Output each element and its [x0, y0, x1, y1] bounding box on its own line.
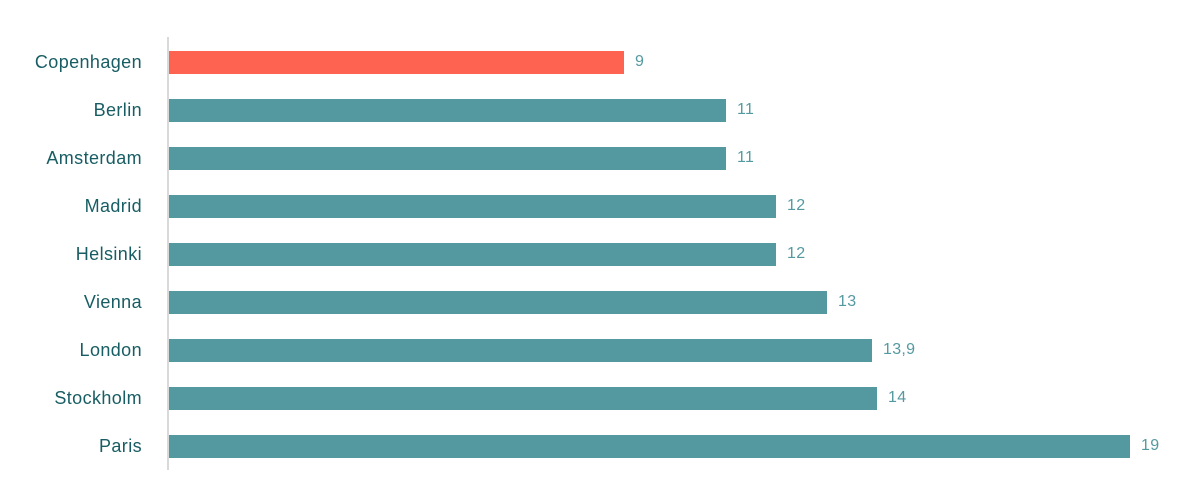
bar-area: 14	[155, 374, 1200, 422]
bar-area: 11	[155, 134, 1200, 182]
bar-area: 9	[155, 38, 1200, 86]
category-label: Copenhagen	[34, 51, 142, 72]
bar-row: Helsinki 12	[0, 230, 1200, 278]
bar[interactable]	[169, 242, 776, 266]
value-label: 12	[787, 197, 806, 214]
bar-row: Stockholm 14	[0, 374, 1200, 422]
bar-area: 12	[155, 230, 1200, 278]
bar-row: Amsterdam 11	[0, 134, 1200, 182]
category-label: London	[79, 339, 142, 360]
bar-area: 13,9	[155, 326, 1200, 374]
category-label: Helsinki	[75, 243, 142, 264]
category-label: Berlin	[93, 99, 142, 120]
value-label: 11	[737, 149, 755, 166]
bar-area: 12	[155, 182, 1200, 230]
bar[interactable]	[169, 386, 877, 410]
bar-row: Vienna 13	[0, 278, 1200, 326]
category-label: Paris	[98, 435, 142, 456]
bar[interactable]	[169, 338, 872, 362]
value-label: 14	[888, 389, 907, 406]
bar[interactable]	[169, 290, 827, 314]
value-label: 19	[1141, 437, 1160, 454]
category-label: Vienna	[83, 291, 142, 312]
bar[interactable]	[169, 98, 726, 122]
value-label: 11	[737, 101, 755, 118]
bar-area: 11	[155, 86, 1200, 134]
bar-row: Copenhagen 9	[0, 38, 1200, 86]
bar[interactable]	[169, 146, 726, 170]
value-label: 13,9	[883, 341, 916, 358]
bar[interactable]	[169, 194, 776, 218]
bar-row: Madrid 12	[0, 182, 1200, 230]
category-label: Amsterdam	[46, 147, 142, 168]
value-label: 12	[787, 245, 806, 262]
y-axis-line	[167, 37, 169, 470]
value-label: 9	[635, 53, 645, 70]
category-label: Stockholm	[54, 387, 142, 408]
bar[interactable]	[169, 50, 624, 74]
bar-row: London 13,9	[0, 326, 1200, 374]
bar-row: Berlin 11	[0, 86, 1200, 134]
value-label: 13	[838, 293, 857, 310]
bar[interactable]	[169, 434, 1130, 458]
bar-rows: Copenhagen 9 Berlin 11 Amsterdam 11 Madrid 12 He…	[0, 38, 1200, 470]
bar-area: 13	[155, 278, 1200, 326]
category-label: Madrid	[84, 195, 142, 216]
bar-row: Paris 19	[0, 422, 1200, 470]
bar-area: 19	[155, 422, 1200, 470]
